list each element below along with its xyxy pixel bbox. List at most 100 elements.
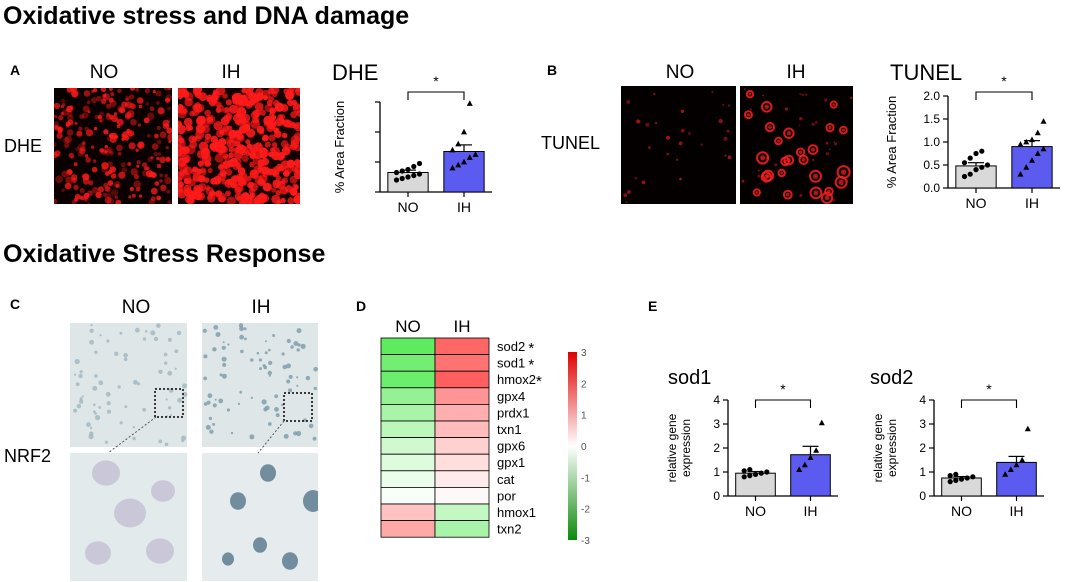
tunel-micrograph-ih [740, 86, 853, 204]
tunel-ih-speck [834, 142, 838, 146]
tunel-micrograph-no [621, 86, 736, 204]
nrf2-no-nucleus [79, 370, 83, 374]
nrf2-ih-nucleus [296, 384, 299, 387]
dhe-ih-cell [276, 180, 286, 190]
dhe-ih-cell [237, 177, 247, 187]
heatmap-cell [380, 503, 436, 522]
data-point-ih [1007, 466, 1014, 472]
dhe-no-cell [82, 141, 86, 145]
data-point-no [393, 177, 400, 183]
y-tick-label: 1 [919, 465, 926, 479]
dhe-no-cell [154, 133, 159, 139]
nrf2-no-connector [107, 416, 157, 454]
data-point-ih [1040, 118, 1047, 124]
dhe-ih-cell [205, 185, 211, 191]
y-tick-label: 0 [713, 489, 720, 503]
heatmap-cell [380, 470, 436, 488]
nrf2-ih-nucleus [313, 366, 318, 372]
tunel-ih-speck [811, 122, 815, 126]
tunel-ih-speck [824, 98, 828, 102]
significance-mark: * [433, 73, 439, 89]
tunel-ih-nucleus-core [840, 169, 847, 175]
dhe-ih-cell [257, 178, 265, 186]
tunel-ih-nucleus-core [765, 173, 771, 178]
y-axis-label: relative gene [665, 413, 679, 482]
dhe-no-cell [96, 95, 102, 102]
nrf2-no-nucleus [167, 337, 172, 342]
dhe-ih-cell [248, 92, 258, 101]
heatmap-row-label: sod2 [497, 339, 525, 354]
dhe-ih-cell [263, 115, 273, 126]
data-point-no [399, 175, 405, 182]
panel-letter-c: C [10, 296, 21, 312]
y-tick-label: 4 [713, 393, 720, 407]
y-tick-label: 2 [713, 441, 720, 455]
dhe-no-cell [99, 148, 104, 153]
heatmap-cell [380, 520, 436, 538]
dhe-no-cell [117, 88, 122, 93]
dhe-no-cell [104, 145, 108, 149]
nrf2-ih-nucleus [221, 373, 227, 379]
dhe-ih-cell [207, 194, 216, 203]
tunel-ih-nucleus [760, 171, 773, 183]
dhe-ih-cell [179, 147, 186, 155]
y-axis-label: expression [885, 419, 899, 477]
dhe-no-cell [105, 192, 112, 199]
dhe-ih-cell [212, 90, 219, 96]
dhe-ih-cell [204, 109, 211, 117]
tunel-ih-nucleus-core [838, 179, 844, 185]
x-tick-label: NO [745, 503, 766, 519]
dhe-ih-cell [228, 104, 238, 114]
dhe-ih-cell [236, 133, 244, 141]
colorbar-tick-label: 2 [581, 379, 587, 390]
dhe-no-cell [54, 125, 59, 130]
dhe-no-cell [146, 166, 150, 170]
data-point-no [979, 164, 985, 170]
tunel-ih-nucleus-core [786, 131, 791, 136]
dhe-ih-cell [249, 161, 255, 168]
dhe-no-cell [113, 112, 118, 116]
dhe-no-cell [159, 131, 167, 139]
heatmap-cell [434, 354, 490, 372]
dhe-ih-cell [280, 104, 289, 112]
dhe-no-cell [54, 102, 60, 109]
dhe-ih-cell [234, 192, 243, 201]
heatmap-row-label: prdx1 [497, 405, 530, 420]
tunel-no-cell [711, 90, 714, 93]
sod2-bar-chart: sod2 0 1 2 3 4 relative gene expression NO IH * [870, 367, 1044, 519]
dhe-no-cell [75, 147, 80, 152]
panel-letter-b: B [547, 62, 558, 78]
nrf2-ih-nucleus [212, 347, 217, 352]
nrf2-no-nucleus [105, 391, 111, 397]
y-tick-label: 3 [919, 417, 926, 431]
heatmap-row-label: gpx4 [497, 389, 525, 404]
nrf2-ih-nucleus [219, 373, 223, 377]
dhe-no-cell [132, 193, 136, 198]
data-point-ih [1034, 150, 1041, 156]
nrf2-no-zoom-cell [114, 498, 146, 528]
nrf2-ih-nucleus [312, 436, 317, 441]
data-point-ih [1023, 164, 1030, 170]
dhe-ih-cell [249, 182, 259, 192]
tunel-no-cell [634, 176, 638, 180]
tunel-ih-nucleus [752, 188, 761, 197]
heatmap-row-mark: * [528, 340, 534, 357]
heatmap-cell [434, 453, 490, 472]
nrf2-no-nucleus [99, 334, 102, 337]
panel-letter-d: D [356, 298, 367, 314]
dhe-no-cell [150, 196, 156, 202]
dhe-ih-cell [284, 143, 292, 151]
dhe-no-cell [103, 129, 109, 135]
dhe-no-cell [135, 88, 139, 92]
tunel-ih-nucleus [782, 189, 793, 200]
nrf2-ih-nucleus [203, 354, 208, 359]
dhe-no-cell [156, 163, 162, 169]
dhe-no-cell [87, 202, 91, 204]
y-tick-label: 0.0 [923, 181, 940, 195]
tunel-no-cell [654, 121, 658, 125]
nrf2-ih-nucleus [205, 424, 211, 430]
tunel-ih-nucleus [795, 147, 806, 157]
dhe-ih-cell [241, 196, 249, 204]
dhe-ih-cell [201, 125, 210, 134]
dhe-ih-cell [278, 151, 286, 160]
